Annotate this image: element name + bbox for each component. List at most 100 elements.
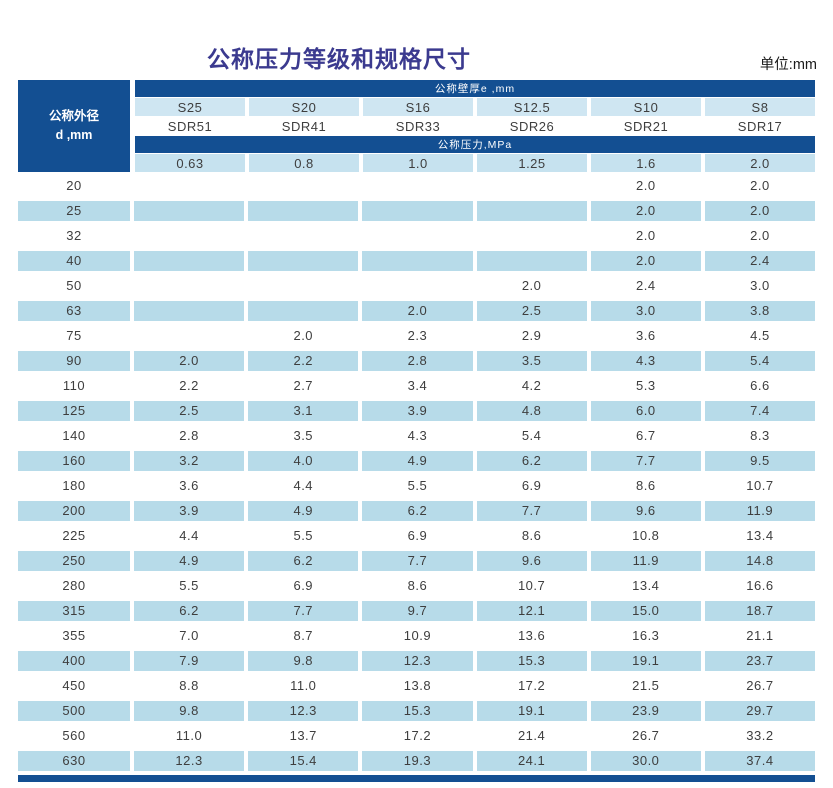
value-cell: 9.8 [134,698,245,723]
diameter-cell: 400 [18,648,130,673]
diameter-cell: 25 [18,198,130,223]
value-cell: 12.1 [476,598,587,623]
value-cell: 15.3 [476,648,587,673]
table-row: 90 2.0 2.2 2.8 3.5 4.3 5.4 [18,348,816,373]
table-row: 200 3.9 4.9 6.2 7.7 9.6 11.9 [18,498,816,523]
value-cell: 17.2 [403,728,432,743]
pressure-value-cell: 1.6 [591,154,701,172]
value-cell: 8.7 [293,628,314,643]
value-cell: 7.0 [179,628,199,643]
value-cell: 18.7 [704,598,816,623]
diameter-cell: 125 [18,398,130,423]
value-cell: 3.0 [590,298,701,323]
diameter-cell: 63 [18,298,130,323]
value-cell: 2.2 [179,378,199,393]
pressure-value-cell: 0.8 [249,154,359,172]
value-cell: 21.4 [517,728,546,743]
diameter-cell: 140 [62,428,86,443]
table-row: 225 4.4 5.5 6.9 8.6 10.8 13.4 [18,523,815,548]
value-cell: 9.8 [248,648,359,673]
value-cell: 3.1 [248,398,359,423]
value-cell: 9.6 [476,548,587,573]
pressure-band: 公称压力,MPa [135,136,815,153]
value-cell: 26.7 [746,678,774,693]
value-cell: 23.9 [590,698,701,723]
value-cell: 8.3 [750,428,770,443]
value-cell: 33.2 [746,728,774,743]
value-cell: 3.5 [476,348,587,373]
value-cell: 9.7 [362,598,473,623]
table-row: 63 2.0 2.5 3.0 3.8 [18,298,816,323]
value-cell: 9.5 [704,448,816,473]
value-cell: 3.6 [179,478,199,493]
value-cell: 3.9 [362,398,473,423]
value-cell: 10.7 [517,578,546,593]
table-row: 250 4.9 6.2 7.7 9.6 11.9 14.8 [18,548,816,573]
value-cell: 2.0 [635,178,656,193]
value-cell [362,273,472,298]
value-cell: 3.2 [134,448,245,473]
value-cell: 2.9 [521,328,542,343]
value-cell: 14.8 [704,548,816,573]
value-cell: 5.4 [704,348,816,373]
value-cell: 7.7 [590,448,701,473]
table-row: 32 2.0 2.0 [18,223,815,248]
value-cell [134,198,245,223]
table-row: 160 3.2 4.0 4.9 6.2 7.7 9.5 [18,448,816,473]
pressure-value-cell: 2.0 [705,154,815,172]
value-cell: 6.9 [407,528,428,543]
value-cell: 10.8 [632,528,660,543]
value-cell [362,173,472,198]
value-cell: 12.3 [362,648,473,673]
value-cell: 6.6 [750,378,770,393]
value-cell: 23.7 [704,648,816,673]
value-cell: 4.2 [521,378,542,393]
value-cell: 10.9 [403,628,432,643]
value-cell: 3.4 [407,378,428,393]
value-cell: 6.7 [635,428,656,443]
series-label-row: S25 S20 S16 S12.5 S10 S8 [135,98,815,116]
value-cell [476,248,587,273]
value-cell [134,298,245,323]
table-row: 110 2.2 2.7 3.4 4.2 5.3 6.6 [18,373,815,398]
value-cell: 4.9 [248,498,359,523]
value-cell: 2.8 [179,428,199,443]
table-row: 140 2.8 3.5 4.3 5.4 6.7 8.3 [18,423,815,448]
value-cell: 4.9 [362,448,473,473]
value-cell [362,248,473,273]
series-label-cell: S16 [363,98,473,116]
value-cell: 12.3 [248,698,359,723]
value-cell: 7.7 [476,498,587,523]
value-cell: 24.1 [476,748,587,773]
value-cell [477,223,587,248]
value-cell: 2.8 [362,348,473,373]
value-cell: 19.3 [362,748,473,773]
value-cell: 2.0 [362,298,473,323]
sdr-label-cell: SDR17 [705,117,815,135]
table-row: 315 6.2 7.7 9.7 12.1 15.0 18.7 [18,598,816,623]
value-cell: 2.0 [590,248,701,273]
table-body: 20 2.0 2.0 25 2.0 2.0 32 2.0 2.0 40 2.0 2.4 50 2.0 2.4… [18,173,816,773]
value-cell: 2.0 [521,278,542,293]
pressure-value-cell: 1.25 [477,154,587,172]
sdr-label-cell: SDR26 [477,117,587,135]
table-row: 125 2.5 3.1 3.9 4.8 6.0 7.4 [18,398,816,423]
value-cell: 16.6 [746,578,774,593]
table-row: 400 7.9 9.8 12.3 15.3 19.1 23.7 [18,648,816,673]
value-cell: 26.7 [632,728,660,743]
table-row: 450 8.8 11.0 13.8 17.2 21.5 26.7 [18,673,815,698]
value-cell: 2.3 [407,328,428,343]
value-cell: 4.3 [590,348,701,373]
value-cell: 11.0 [290,678,317,693]
series-label-cell: S10 [591,98,701,116]
diameter-cell: 160 [18,448,130,473]
value-cell: 7.7 [248,598,359,623]
value-cell [248,298,359,323]
value-cell: 15.3 [362,698,473,723]
table-row: 280 5.5 6.9 8.6 10.7 13.4 16.6 [18,573,815,598]
table-row: 50 2.0 2.4 3.0 [18,273,815,298]
diameter-cell: 90 [18,348,130,373]
diameter-cell: 32 [66,228,82,243]
value-cell: 2.0 [635,228,656,243]
